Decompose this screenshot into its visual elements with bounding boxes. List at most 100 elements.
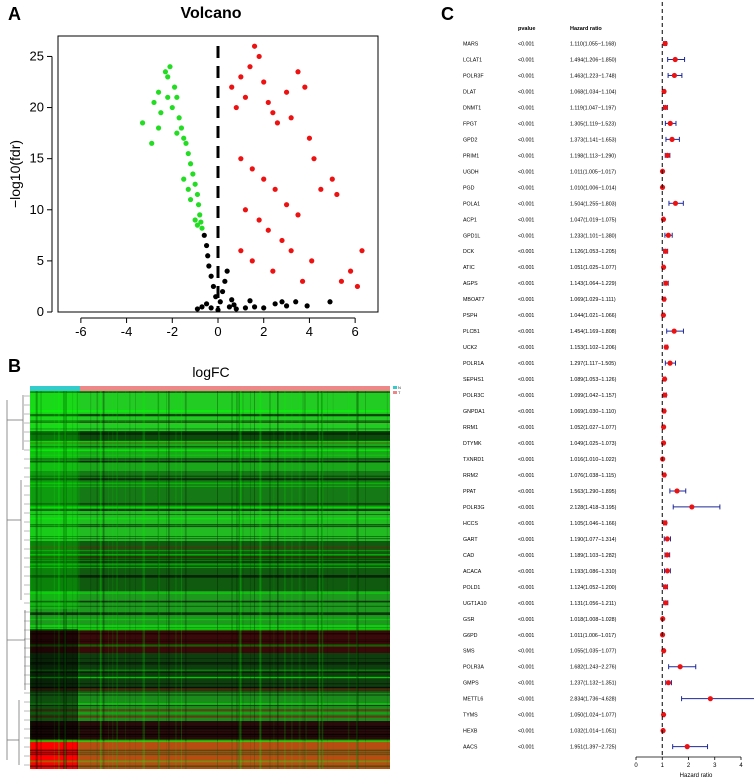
heatmap-column-stripe xyxy=(53,391,55,769)
forest-hr-point xyxy=(664,536,670,542)
forest-hr-text: 1.143(1.064−1.229) xyxy=(570,281,617,287)
heatmap-row-stripe xyxy=(30,558,390,560)
heatmap-column-stripe xyxy=(157,391,160,769)
forest-hr-text: 1.099(1.042−1.157) xyxy=(570,393,617,399)
forest-gene-label: ACACA xyxy=(463,569,482,575)
heatmap-row-stripe xyxy=(30,639,390,641)
heatmap-row-stripe xyxy=(30,458,390,460)
volcano-point-not-significant xyxy=(283,303,290,309)
volcano-point-up xyxy=(270,268,276,274)
forest-hr-point xyxy=(677,664,683,670)
forest-hr-text: 1.089(1.053−1.126) xyxy=(570,377,617,383)
forest-hr-text: 1.010(1.006−1.014) xyxy=(570,185,617,191)
forest-gene-label: LCLAT1 xyxy=(463,57,482,63)
heatmap-normal-block xyxy=(30,391,78,609)
forest-hr-point xyxy=(663,280,669,286)
heatmap-row-stripe xyxy=(30,565,390,567)
volcano-point-up xyxy=(251,43,258,49)
heatmap-row-stripe xyxy=(30,502,390,505)
volcano-point-down xyxy=(174,130,180,136)
volcano-point-up xyxy=(329,176,335,182)
heatmap-column-stripe xyxy=(64,391,66,769)
forest-hr-text: 1.052(1.027−1.077) xyxy=(570,425,617,431)
forest-hr-text: 1.068(1.034−1.104) xyxy=(570,89,617,95)
forest-gene-label: ACP1 xyxy=(463,217,477,223)
forest-hr-text: 1.131(1.056−1.211) xyxy=(570,601,616,607)
forest-hr-point xyxy=(667,120,673,126)
heatmap-row-stripe xyxy=(30,524,390,526)
forest-pvalue: <0.001 xyxy=(518,393,534,399)
forest-hr-point xyxy=(672,200,679,206)
heatmap-row-stripe xyxy=(30,712,390,714)
heatmap-column-stripe xyxy=(64,391,66,769)
heatmap-column-stripe xyxy=(327,391,328,769)
volcano-point-not-significant xyxy=(261,305,267,311)
forest-pvalue: <0.001 xyxy=(518,361,534,367)
volcano-point-down xyxy=(192,217,198,223)
heatmap-row-stripe xyxy=(30,428,390,430)
forest-pvalue: <0.001 xyxy=(518,73,534,79)
volcano-point-down xyxy=(158,110,164,116)
volcano-point-up xyxy=(288,248,294,254)
volcano-x-tick-label: 0 xyxy=(214,324,221,339)
volcano-x-tick-label: -2 xyxy=(167,324,179,339)
volcano-plot: Volcano logFC −log10(fdr) -6 -4 -2 0 2 4 6 0 5 1… xyxy=(7,5,379,380)
heatmap-row-stripe xyxy=(30,554,390,556)
row-dendrogram xyxy=(6,395,30,766)
heatmap-column-stripe xyxy=(35,391,36,769)
volcano-point-not-significant xyxy=(251,304,258,310)
volcano-point-up xyxy=(261,79,267,85)
volcano-point-down xyxy=(187,161,194,167)
forest-x-tick-label: 4 xyxy=(739,763,743,769)
forest-gene-label: DCK xyxy=(463,249,475,255)
forest-hr-point xyxy=(671,328,677,334)
volcano-point-up xyxy=(265,227,271,233)
forest-hr-text: 1.297(1.117−1.505) xyxy=(570,361,616,367)
heatmap-row-stripe xyxy=(30,477,390,480)
heatmap-column-stripe xyxy=(284,391,286,769)
forest-pvalue: <0.001 xyxy=(518,505,534,511)
forest-hr-point xyxy=(684,744,690,750)
heatmap-row-stripe xyxy=(30,753,390,756)
heatmap-column-stripe xyxy=(305,391,307,769)
volcano-point-not-significant xyxy=(231,302,237,308)
heatmap-row-band xyxy=(30,721,390,741)
heatmap-column-stripe xyxy=(356,391,358,769)
volcano-point-up xyxy=(233,104,239,111)
forest-hr-text: 1.069(1.030−1.110) xyxy=(570,409,616,415)
volcano-point-down xyxy=(181,176,187,182)
heatmap-row-stripe xyxy=(30,576,390,578)
heatmap-row-stripe xyxy=(30,557,390,559)
heatmap-row-stripe xyxy=(30,440,390,443)
forest-gene-label: TXNRD1 xyxy=(463,457,484,463)
forest-pvalue: <0.001 xyxy=(518,105,534,111)
heatmap-row-band xyxy=(30,511,390,541)
volcano-point-up xyxy=(359,248,365,254)
heatmap-column-stripe xyxy=(175,391,177,769)
forest-pvalue: <0.001 xyxy=(518,457,534,463)
forest-hr-point xyxy=(660,728,666,734)
forest-gene-label: HEXB xyxy=(463,729,478,735)
volcano-point-up xyxy=(279,237,285,244)
forest-hr-text: 1.032(1.014−1.051) xyxy=(570,729,617,735)
heatmap-column-stripe xyxy=(277,391,279,769)
forest-pvalue: <0.001 xyxy=(518,201,534,207)
heatmap-row-stripe xyxy=(30,612,390,614)
heatmap-column-stripe xyxy=(58,391,60,769)
forest-hr-text: 1.011(1.005−1.017) xyxy=(570,169,616,175)
heatmap-row-stripe xyxy=(30,506,390,509)
heatmap-row-band xyxy=(30,541,390,591)
volcano-point-down xyxy=(162,69,169,75)
forest-gene-label: PPAT xyxy=(463,489,477,495)
forest-gene-label: PLCB1 xyxy=(463,329,480,335)
heatmap-row-stripe xyxy=(30,454,390,456)
forest-gene-label: UGDH xyxy=(463,169,479,175)
forest-gene-label: POLR3G xyxy=(463,505,485,511)
volcano-point-up xyxy=(238,74,244,80)
forest-hr-point xyxy=(664,152,671,158)
heatmap-column-stripe xyxy=(62,391,65,769)
forest-hr-text: 1.051(1.025−1.077) xyxy=(570,265,617,271)
volcano-point-down xyxy=(149,140,155,146)
volcano-point-not-significant xyxy=(222,278,228,284)
